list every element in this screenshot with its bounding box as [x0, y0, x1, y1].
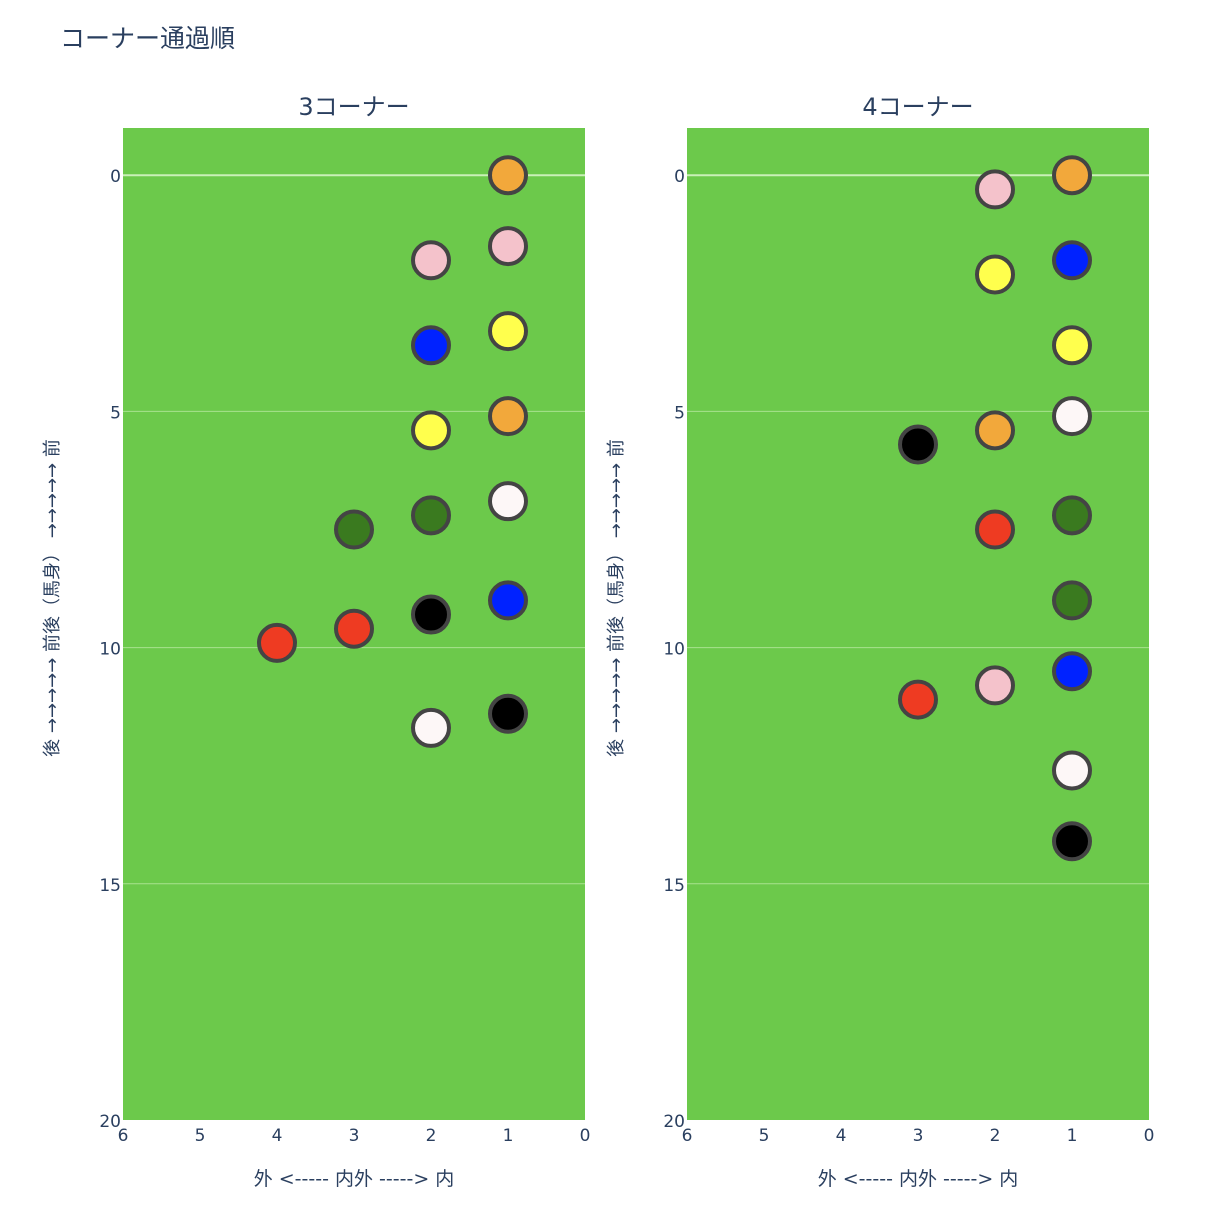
horse-marker: [411, 325, 451, 366]
horse-marker: [1052, 155, 1092, 196]
horse-marker: [1052, 651, 1092, 692]
plot-area-background: [687, 128, 1149, 1120]
x-tick-label: 6: [682, 1126, 693, 1146]
y-tick-label: 0: [110, 167, 121, 187]
x-tick-label: 1: [503, 1126, 514, 1146]
horse-marker: [411, 594, 451, 635]
y-tick-label: 15: [99, 876, 121, 896]
horse-marker: [898, 679, 938, 720]
x-tick-label: 1: [1067, 1126, 1078, 1146]
y-tick-label: 5: [674, 403, 685, 423]
horse-marker: [975, 254, 1015, 295]
x-tick-label: 3: [349, 1126, 360, 1146]
x-tick-label: 3: [913, 1126, 924, 1146]
y-tick-label: 10: [663, 640, 685, 660]
horse-marker: [1052, 750, 1092, 791]
horse-marker: [975, 410, 1015, 451]
x-tick-label: 4: [272, 1126, 283, 1146]
x-tick-label: 5: [195, 1126, 206, 1146]
horse-marker: [411, 410, 451, 451]
y-tick-label: 15: [663, 876, 685, 896]
horse-marker: [257, 622, 297, 663]
horse-marker: [488, 396, 528, 437]
horse-marker: [334, 509, 374, 550]
y-tick-label: 5: [110, 403, 121, 423]
horse-marker: [488, 693, 528, 734]
horse-marker: [975, 509, 1015, 550]
y-tick-label: 0: [674, 167, 685, 187]
horse-marker: [488, 155, 528, 196]
x-tick-label: 5: [759, 1126, 770, 1146]
y-tick-label: 10: [99, 640, 121, 660]
y-axis-label: 後 →→→→→ 前後（馬身） →→→→→ 前: [606, 439, 627, 757]
x-tick-label: 4: [836, 1126, 847, 1146]
horse-marker: [488, 481, 528, 522]
x-tick-label: 0: [580, 1126, 591, 1146]
horse-marker: [334, 608, 374, 649]
x-axis-label: 外 <----- 内外 -----> 内: [818, 1168, 1019, 1190]
horse-marker: [1052, 396, 1092, 437]
horse-marker: [1052, 495, 1092, 536]
horse-marker: [1052, 325, 1092, 366]
page-title: コーナー通過順: [60, 24, 235, 53]
x-tick-label: 0: [1144, 1126, 1155, 1146]
x-axis-label: 外 <----- 内外 -----> 内: [254, 1168, 455, 1190]
horse-marker: [898, 424, 938, 465]
horse-marker: [488, 311, 528, 352]
panel-title: 3コーナー: [298, 93, 409, 121]
horse-marker: [1052, 240, 1092, 281]
panel-title: 4コーナー: [862, 93, 973, 121]
horse-marker: [488, 226, 528, 267]
x-tick-label: 2: [990, 1126, 1001, 1146]
horse-marker: [1052, 580, 1092, 621]
horse-marker: [488, 580, 528, 621]
y-tick-label: 20: [99, 1112, 121, 1132]
horse-marker: [411, 707, 451, 748]
x-tick-label: 6: [118, 1126, 129, 1146]
horse-marker: [411, 240, 451, 281]
x-tick-label: 2: [426, 1126, 437, 1146]
horse-marker: [1052, 821, 1092, 862]
horse-marker: [411, 495, 451, 536]
horse-marker: [975, 169, 1015, 210]
y-axis-label: 後 →→→→→ 前後（馬身） →→→→→ 前: [42, 439, 63, 757]
horse-marker: [975, 665, 1015, 706]
y-tick-label: 20: [663, 1112, 685, 1132]
